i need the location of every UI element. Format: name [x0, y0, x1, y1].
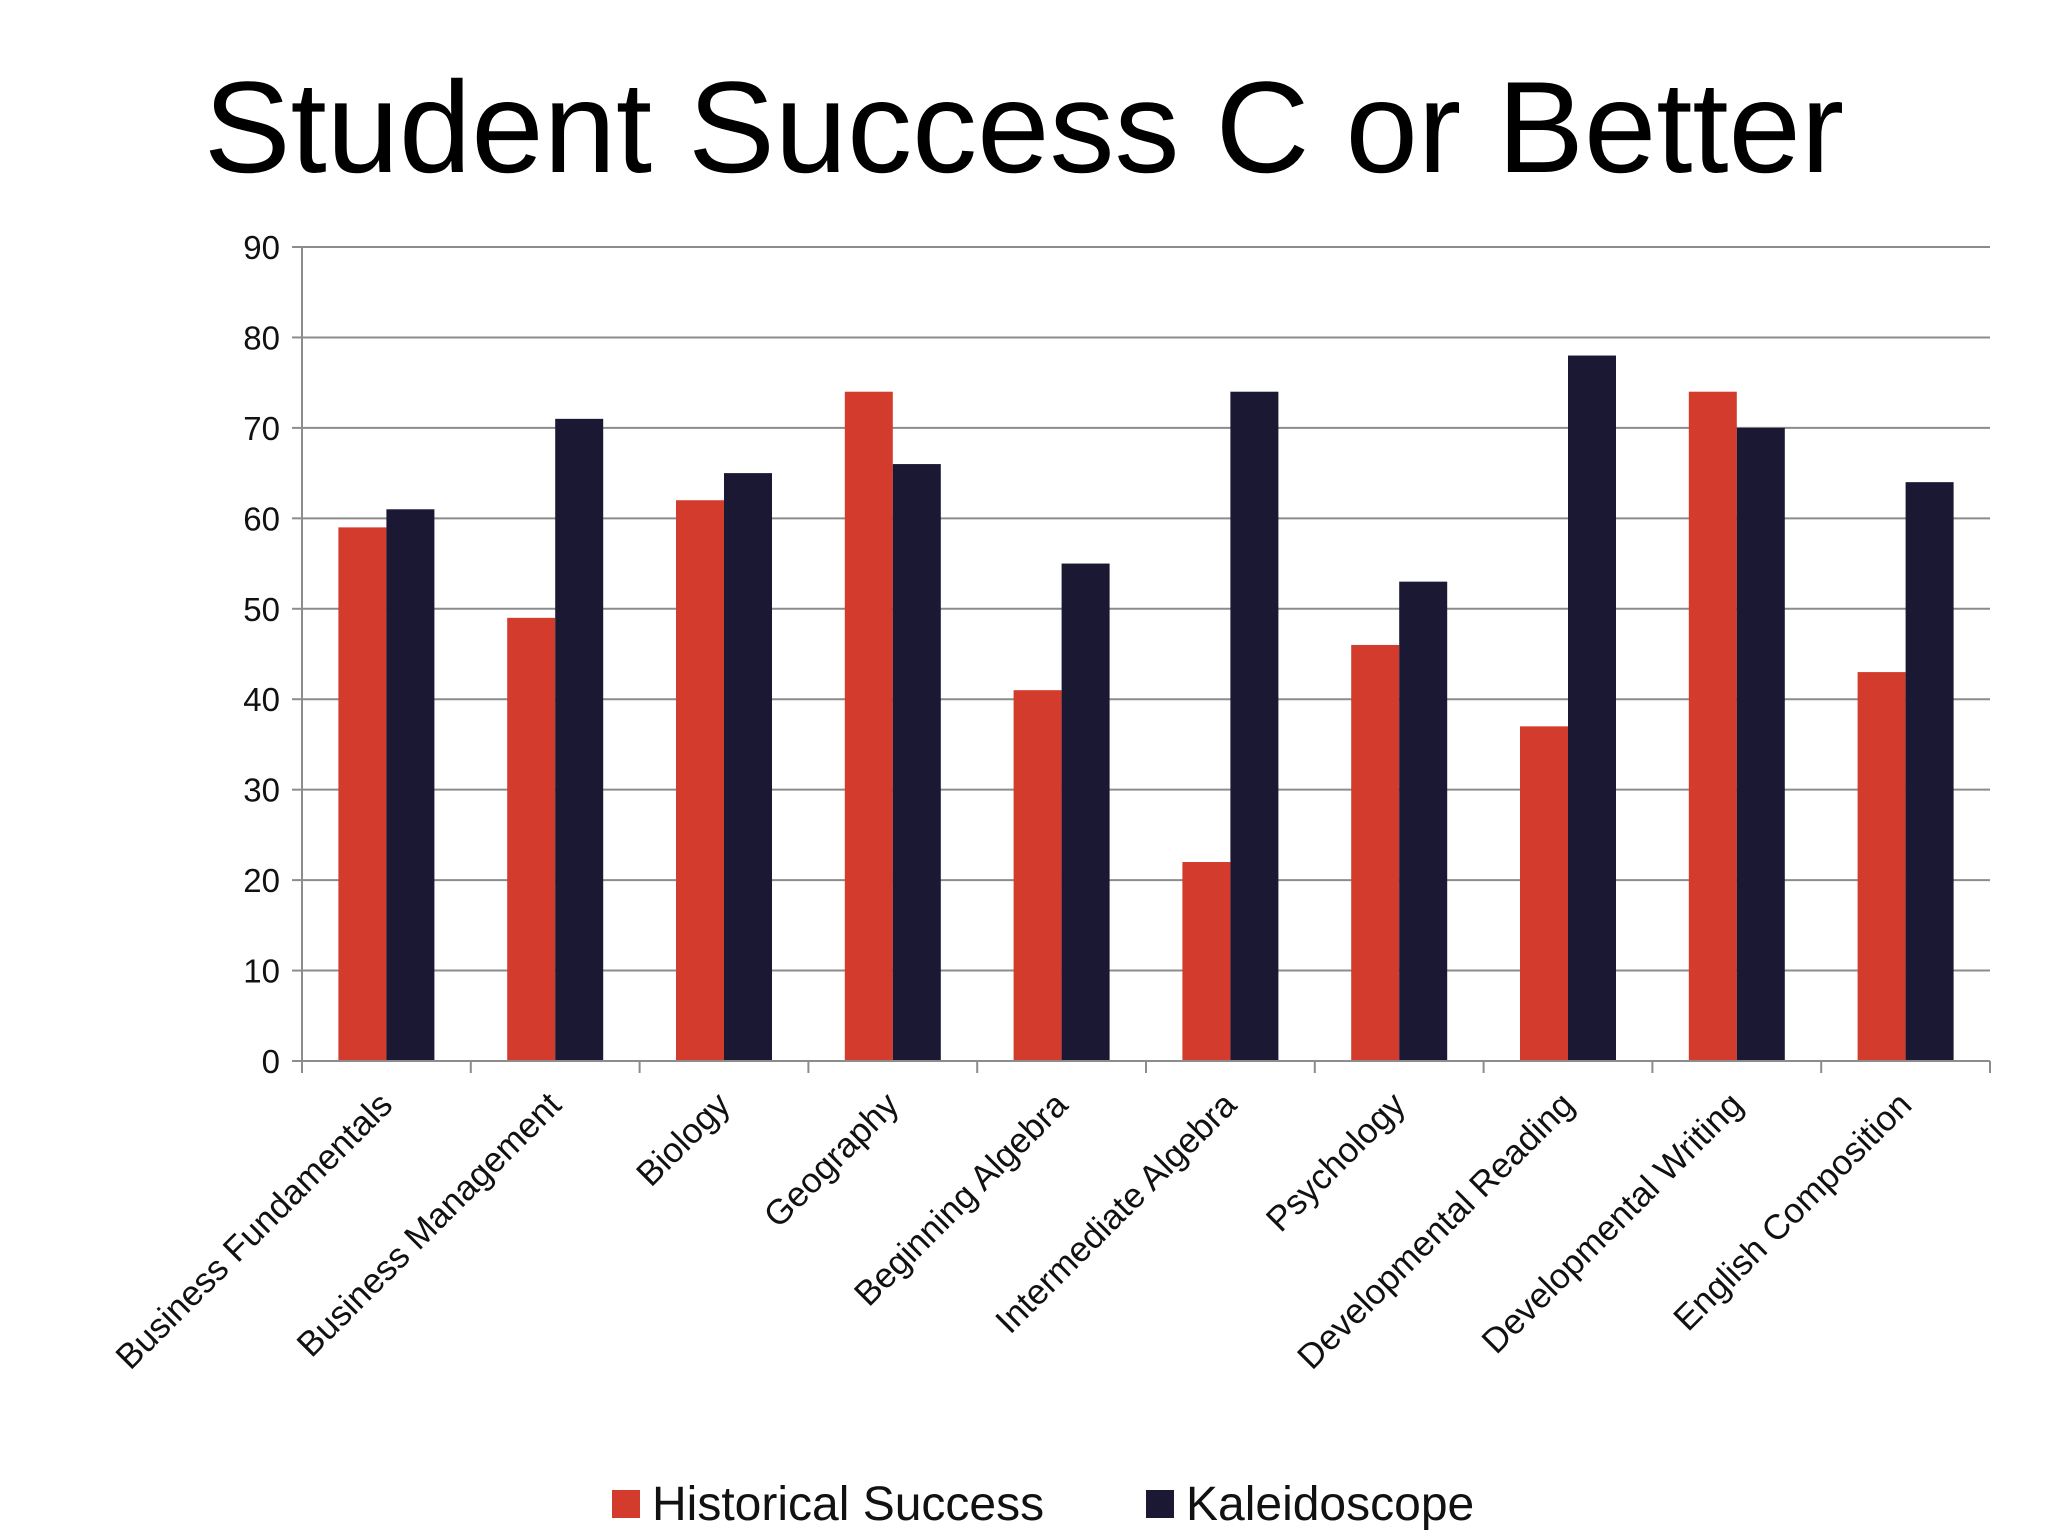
bar — [844, 391, 893, 1061]
bar — [1688, 391, 1737, 1061]
axes — [292, 246, 1991, 1073]
legend-swatch — [1146, 1490, 1174, 1518]
y-tick-label: 60 — [243, 500, 280, 537]
bar — [507, 617, 556, 1061]
bar — [1182, 862, 1231, 1061]
bars — [338, 355, 1954, 1062]
y-tick-label: 20 — [243, 862, 280, 899]
x-category-label: Geography — [756, 1085, 906, 1235]
bar — [1061, 563, 1110, 1061]
x-category-label: Developmental Reading — [1290, 1085, 1582, 1377]
legend: Historical Success Kaleidoscope — [612, 1478, 1474, 1531]
legend-swatch — [612, 1490, 640, 1518]
legend-label: Kaleidoscope — [1186, 1478, 1474, 1531]
bar — [1736, 427, 1785, 1061]
bar — [1230, 391, 1279, 1061]
legend-label: Historical Success — [652, 1478, 1044, 1531]
y-tick-label: 0 — [262, 1043, 280, 1080]
bar — [724, 473, 772, 1062]
y-tick-label: 50 — [243, 591, 280, 628]
bar — [1399, 581, 1448, 1061]
bar — [892, 464, 941, 1062]
bar — [1857, 672, 1906, 1061]
bar — [555, 418, 604, 1061]
x-category-label: Biology — [629, 1085, 738, 1194]
x-category-label: Psychology — [1259, 1085, 1413, 1239]
y-tick-label: 90 — [243, 229, 280, 266]
bar — [1013, 690, 1062, 1061]
bar — [1568, 355, 1616, 1061]
bar — [338, 527, 387, 1061]
y-tick-label: 40 — [243, 681, 280, 718]
bar — [676, 500, 724, 1061]
y-tick-labels: 0 10 20 30 40 50 60 70 80 90 — [243, 229, 280, 1080]
y-tick-label: 30 — [243, 772, 280, 809]
bar — [1905, 482, 1954, 1062]
x-category-label: Business Fundamentals — [108, 1085, 400, 1377]
bar — [386, 509, 435, 1061]
bar — [1351, 644, 1400, 1061]
y-tick-label: 10 — [243, 953, 280, 990]
y-tick-label: 70 — [243, 410, 280, 447]
bar — [1520, 726, 1568, 1061]
y-tick-label: 80 — [243, 319, 280, 356]
chart-title: Student Success C or Better — [203, 54, 1845, 200]
